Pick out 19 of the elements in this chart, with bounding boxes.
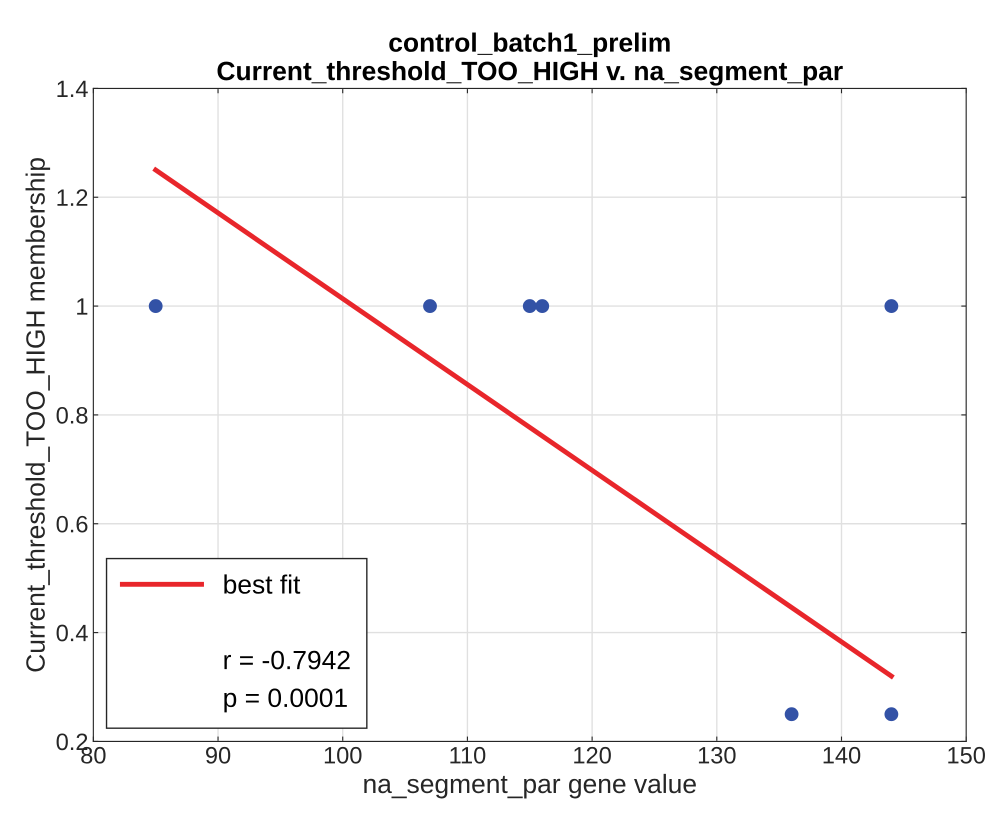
annotation: p = 0.0001 <box>224 688 347 712</box>
y-tick-label: 1 <box>77 298 88 315</box>
y-tick-label: 0.8 <box>56 406 88 424</box>
y-tick-label: 1.4 <box>57 80 88 97</box>
chart-title: control_batch1_prelim Current_threshold_TOO_HIGH v. na_segment_par <box>218 32 843 86</box>
x-axis-title: na_segment_par gene value <box>364 774 696 798</box>
x-tick-label: 120 <box>574 746 611 764</box>
annotation: r = -0.7942 <box>224 650 350 670</box>
x-tick-label: 140 <box>824 746 860 764</box>
x-tick-label: 110 <box>450 746 486 764</box>
y-tick-label: 0.6 <box>56 516 88 533</box>
x-tick-label: 150 <box>948 746 985 764</box>
x-tick-label: 130 <box>698 746 736 764</box>
y-tick-label: 0.4 <box>56 624 88 642</box>
x-tick-label: 100 <box>324 746 362 764</box>
x-tick-label: 90 <box>206 746 230 764</box>
legend-label: best fit <box>224 574 300 594</box>
y-axis-title: Current_threshold_TOO_HIGH membership <box>26 158 50 672</box>
y-tick-label: 1.2 <box>57 189 88 206</box>
